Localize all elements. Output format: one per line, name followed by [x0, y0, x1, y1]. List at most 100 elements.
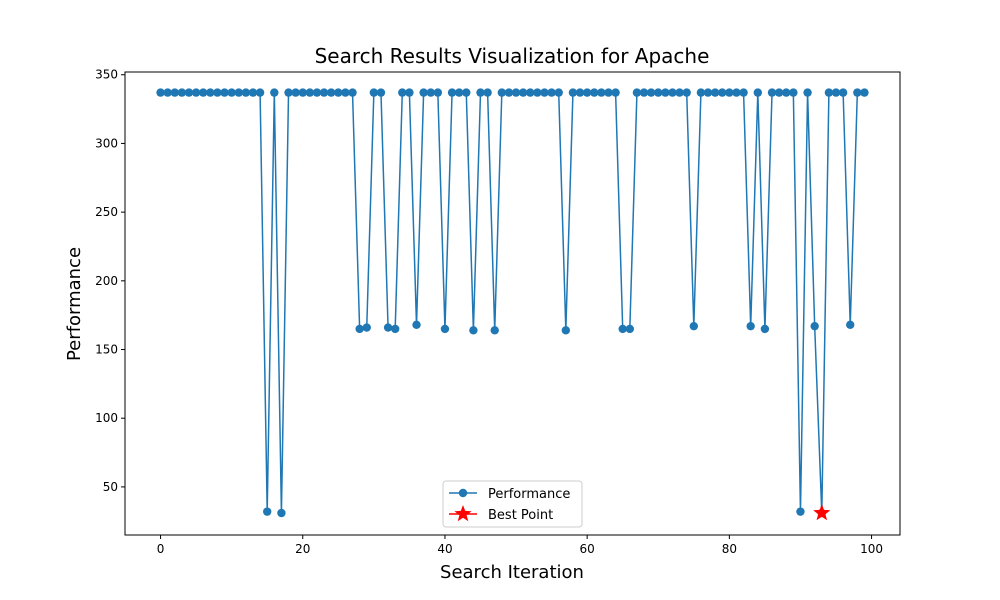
- performance-point: [625, 324, 635, 334]
- x-tick-label: 100: [860, 542, 883, 556]
- performance-point: [241, 88, 251, 97]
- y-tick-label: 150: [95, 343, 118, 357]
- performance-point: [255, 88, 265, 97]
- performance-point: [504, 88, 514, 97]
- x-tick-label: 20: [295, 542, 310, 556]
- legend-performance-marker: [458, 488, 468, 498]
- performance-point: [853, 88, 862, 97]
- performance-point: [270, 88, 279, 97]
- performance-point: [668, 88, 677, 97]
- y-tick-label: 100: [95, 411, 118, 425]
- y-tick-label: 350: [95, 68, 118, 82]
- performance-point: [447, 88, 457, 97]
- performance-point: [824, 88, 834, 97]
- performance-point: [796, 507, 805, 516]
- performance-point: [611, 88, 620, 97]
- performance-point: [526, 88, 535, 97]
- performance-point: [540, 88, 549, 97]
- y-tick-label: 250: [95, 205, 118, 219]
- performance-point: [661, 88, 670, 97]
- performance-point: [454, 88, 464, 97]
- performance-point: [341, 88, 350, 97]
- performance-point: [234, 88, 243, 97]
- x-tick-label: 40: [437, 542, 452, 556]
- performance-point: [561, 326, 571, 335]
- performance-point: [718, 88, 727, 97]
- performance-point: [376, 88, 386, 97]
- performance-point: [227, 88, 236, 97]
- x-axis-ticks: 0 20 40 60 80 100: [157, 535, 883, 556]
- performance-point: [518, 88, 528, 97]
- performance-point: [597, 88, 606, 97]
- performance-point: [348, 88, 357, 97]
- performance-point: [170, 88, 179, 97]
- performance-point: [654, 88, 663, 97]
- performance-point: [696, 88, 706, 97]
- performance-point: [511, 88, 521, 97]
- performance-point: [398, 88, 407, 97]
- performance-point: [774, 88, 784, 97]
- performance-point: [582, 88, 592, 97]
- performance-point: [462, 88, 471, 97]
- performance-point: [291, 88, 300, 97]
- performance-line: [160, 91, 865, 514]
- best-point-marker: [813, 504, 831, 521]
- performance-point: [753, 88, 762, 97]
- y-axis-ticks: 50 100 150 200 250 300 350: [95, 68, 125, 494]
- performance-point: [497, 88, 507, 97]
- performance-point: [476, 88, 485, 97]
- performance-point: [469, 326, 478, 335]
- performance-point: [191, 88, 201, 97]
- performance-point: [412, 320, 421, 329]
- performance-point: [298, 88, 307, 97]
- performance-point: [533, 88, 542, 97]
- performance-point: [426, 88, 435, 97]
- legend-box: [442, 480, 583, 528]
- performance-point: [440, 324, 450, 334]
- performance-point: [632, 88, 642, 97]
- performance-point: [248, 88, 258, 97]
- performance-point: [405, 88, 414, 97]
- performance-point: [639, 88, 649, 97]
- performance-point: [575, 88, 585, 97]
- performance-point: [319, 88, 329, 97]
- performance-point: [177, 88, 187, 97]
- performance-point: [746, 321, 755, 331]
- performance-point: [725, 88, 734, 97]
- x-tick-label: 60: [580, 542, 595, 556]
- y-axis-label: Performance: [64, 247, 85, 361]
- x-tick-label: 80: [722, 542, 737, 556]
- legend-performance-label: Performance: [488, 487, 570, 502]
- plot-area-frame: [124, 71, 901, 536]
- y-tick-label: 300: [95, 136, 118, 150]
- performance-point: [568, 88, 578, 97]
- performance-point: [590, 88, 599, 97]
- performance-point: [305, 88, 315, 97]
- performance-point: [831, 88, 841, 97]
- performance-point: [334, 88, 343, 97]
- performance-point: [803, 88, 812, 97]
- performance-point: [782, 88, 791, 97]
- performance-point: [156, 88, 165, 97]
- performance-point: [199, 88, 208, 97]
- performance-point: [767, 88, 777, 97]
- y-tick-label: 200: [95, 274, 118, 288]
- performance-point: [263, 507, 272, 516]
- performance-point: [732, 88, 741, 97]
- performance-point: [312, 88, 322, 97]
- performance-point: [355, 324, 364, 334]
- performance-point: [675, 88, 684, 97]
- y-tick-label: 50: [103, 480, 118, 494]
- performance-point: [419, 88, 428, 97]
- legend: Performance Best Point: [442, 480, 583, 528]
- performance-point: [362, 323, 371, 332]
- performance-point: [682, 88, 691, 97]
- performance-point: [490, 326, 499, 335]
- performance-point: [860, 88, 869, 97]
- legend-best-marker: [454, 505, 472, 522]
- performance-point: [383, 323, 393, 332]
- performance-point: [213, 88, 222, 97]
- performance-point: [604, 88, 613, 97]
- performance-point: [184, 88, 194, 97]
